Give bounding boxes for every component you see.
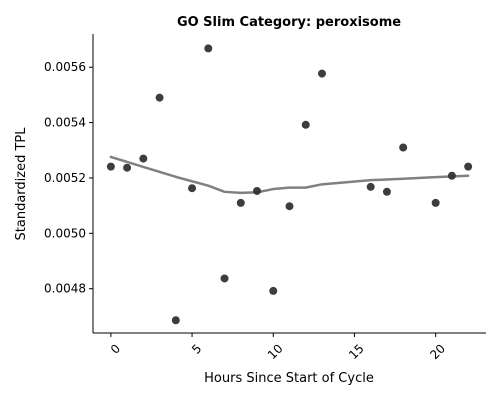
data-point-6 [204, 44, 213, 53]
data-point-15 [382, 187, 391, 196]
data-point-1 [123, 163, 132, 172]
data-point-14 [366, 182, 375, 191]
data-point-8 [236, 198, 245, 207]
trend-line [109, 155, 470, 195]
axes [92, 34, 486, 334]
data-point-17 [431, 198, 440, 207]
y-tick-label-0: 0.0048 [44, 282, 86, 296]
data-point-16 [399, 143, 408, 152]
data-point-10 [269, 286, 278, 295]
plot-area [106, 44, 473, 325]
x-tick-label-0: 0 [108, 341, 123, 356]
y-tick-label-1: 0.0050 [44, 226, 86, 240]
data-point-0 [106, 162, 115, 171]
x-tick-label-4: 20 [427, 341, 448, 362]
data-point-19 [464, 162, 473, 171]
x-axis-label: Hours Since Start of Cycle [204, 371, 374, 386]
data-point-11 [285, 202, 294, 211]
data-point-13 [317, 69, 326, 78]
y-tick-label-3: 0.0054 [44, 116, 86, 130]
data-point-5 [188, 184, 197, 193]
ticks: 0 5 10 15 20 0.0048 0.0050 0.0052 0.0054 0.0056 [44, 60, 448, 362]
chart-title: GO Slim Category: peroxisome [177, 15, 401, 30]
x-tick-label-2: 10 [265, 341, 286, 362]
data-point-3 [155, 93, 164, 102]
x-tick-label-3: 15 [346, 341, 367, 362]
y-tick-label-2: 0.0052 [44, 171, 86, 185]
data-point-9 [253, 186, 262, 195]
data-point-12 [301, 120, 310, 129]
x-tick-label-1: 5 [189, 341, 204, 356]
y-axis-label: Standardized TPL [14, 127, 29, 241]
data-point-7 [220, 274, 229, 283]
data-point-4 [171, 316, 180, 325]
y-tick-label-4: 0.0056 [44, 60, 86, 74]
data-point-18 [447, 171, 456, 180]
data-point-2 [139, 154, 148, 163]
